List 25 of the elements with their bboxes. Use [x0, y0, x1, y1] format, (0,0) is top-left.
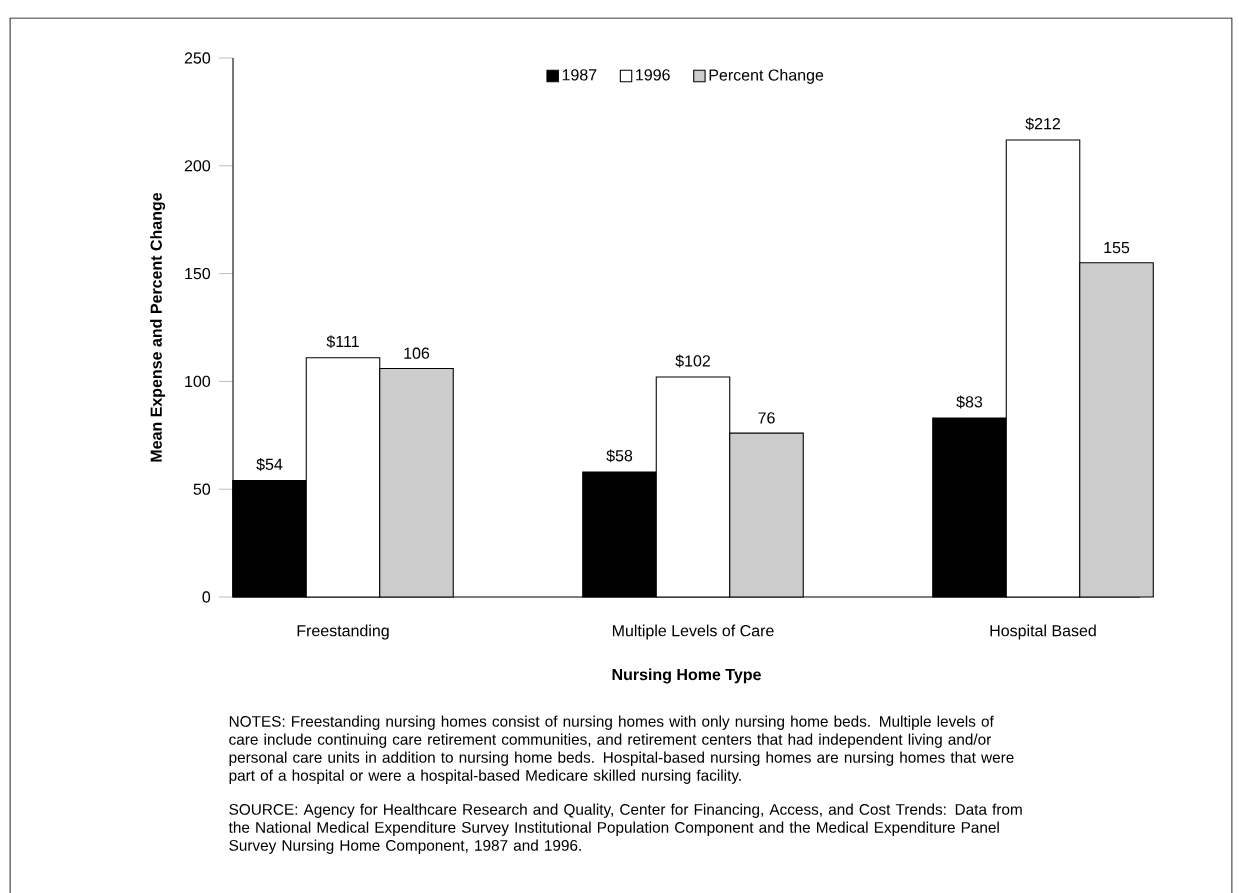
text: NOTES: Freestanding nursing homes consist of nursing homes with only nursing home beds. Multiple levels of care include continuing care retirement communities, and retirement centers that had independent living and/or personal care units in addition to nursing home beds. Hospital-based nursing homes are nursing homes that were part of a hospital or were a hospital-based Medicare skilled nursing facility. — [229, 715, 1014, 784]
y-tick-label: 50 — [193, 483, 211, 495]
data-label: 106 — [404, 347, 430, 359]
y-axis-title: Mean Expense and Percent Change — [150, 192, 166, 462]
x-tick-label: Hospital Based — [990, 624, 1096, 640]
data-label: $111 — [326, 335, 359, 349]
x-tick-label: Multiple Levels of Care — [612, 624, 774, 640]
legend-label: 1987 — [562, 69, 597, 81]
data-label: 76 — [758, 412, 775, 424]
data-label: $83 — [956, 395, 983, 409]
source-note: SOURCE: Agency for Healthcare Research and Quality, Center for Financing, Access, and Cost Trends: Data from the National Medical Expenditure Survey Institutional Population Component and the Medical Expenditure Panel Survey Nursing Home Component, 1987 and 1996. — [228, 803, 1022, 854]
legend-label: Percent Change — [709, 68, 824, 84]
legend-label: 1996 — [636, 69, 670, 81]
data-label: $102 — [675, 354, 710, 368]
data-label: 155 — [1104, 242, 1130, 254]
y-tick-label: 100 — [185, 375, 211, 388]
y-tick-label: 150 — [185, 267, 211, 280]
y-tick-label: 200 — [184, 160, 211, 172]
data-label: $58 — [606, 449, 633, 463]
y-tick-label: 0 — [202, 591, 211, 603]
y-tick-label: 250 — [184, 52, 211, 64]
data-label: $212 — [1025, 117, 1060, 131]
data-label: $54 — [256, 458, 283, 471]
x-tick-label: Freestanding — [297, 624, 389, 640]
x-axis-title: Nursing Home Type — [612, 668, 761, 684]
